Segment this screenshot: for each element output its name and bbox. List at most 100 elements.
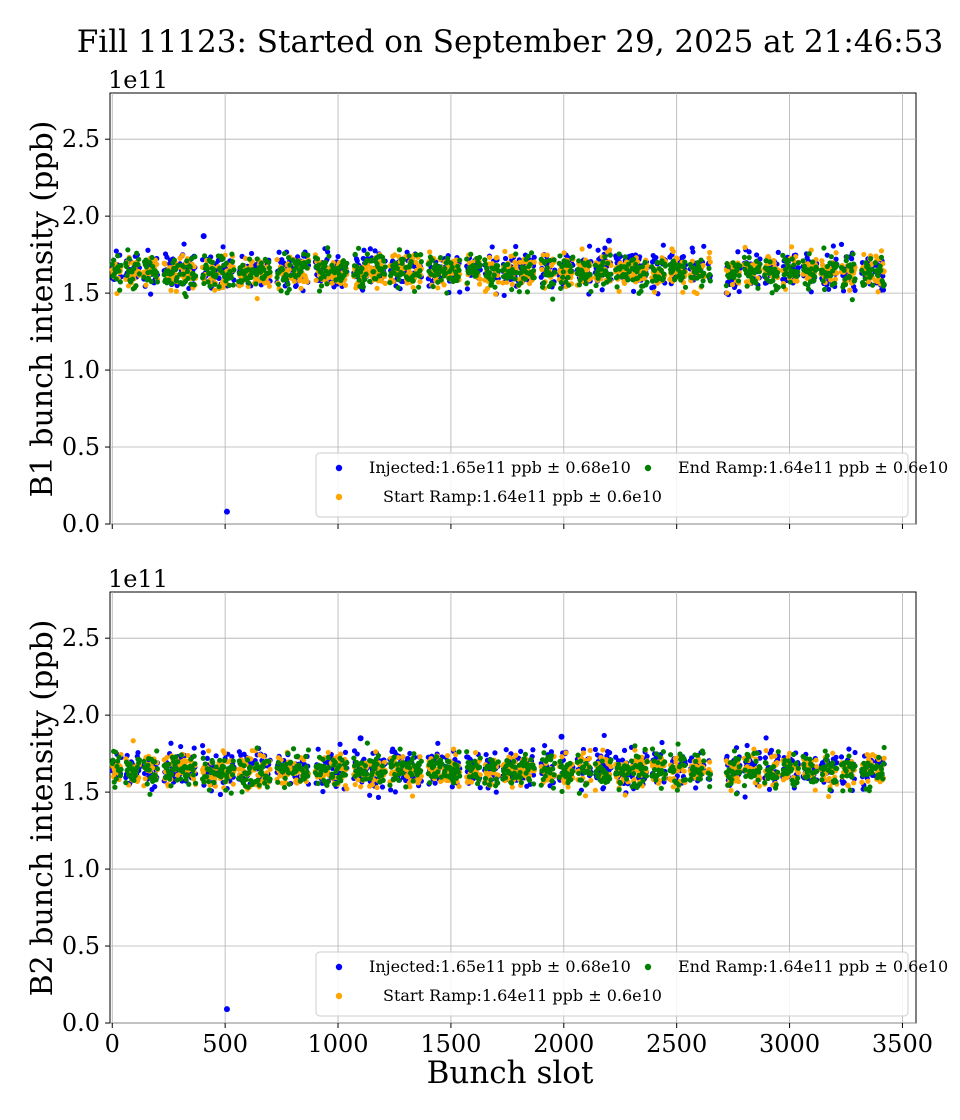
data-point bbox=[390, 763, 396, 769]
data-point bbox=[630, 256, 637, 262]
data-point bbox=[849, 268, 855, 274]
data-point bbox=[248, 274, 254, 281]
data-point bbox=[168, 783, 174, 789]
data-point bbox=[361, 247, 367, 253]
data-point bbox=[418, 758, 424, 764]
data-point bbox=[427, 780, 433, 786]
data-point bbox=[492, 284, 498, 290]
data-point bbox=[850, 251, 856, 257]
y-tick-label: 0.0 bbox=[62, 510, 100, 538]
data-point bbox=[808, 266, 814, 272]
data-point bbox=[146, 767, 152, 773]
data-point bbox=[355, 245, 362, 251]
data-point bbox=[477, 755, 483, 761]
data-point bbox=[118, 766, 124, 773]
data-point bbox=[880, 287, 887, 293]
data-point bbox=[769, 290, 775, 296]
data-point bbox=[795, 770, 801, 776]
data-point bbox=[456, 783, 462, 790]
data-point bbox=[550, 296, 556, 302]
data-point bbox=[388, 787, 394, 793]
data-point bbox=[183, 776, 189, 782]
data-point bbox=[580, 750, 587, 756]
data-point bbox=[175, 759, 181, 765]
data-point bbox=[689, 245, 695, 251]
data-point bbox=[851, 780, 857, 786]
legend-entry: Start Ramp:1.64e11 ppb ± 0.6e10 bbox=[383, 487, 662, 506]
data-point bbox=[220, 284, 226, 290]
data-point bbox=[841, 267, 847, 273]
data-point bbox=[364, 251, 370, 257]
data-point bbox=[410, 278, 416, 284]
data-point bbox=[283, 271, 289, 278]
data-point bbox=[772, 753, 778, 759]
data-point bbox=[287, 262, 293, 268]
data-point bbox=[358, 784, 364, 790]
data-point bbox=[283, 277, 290, 283]
data-point bbox=[332, 759, 338, 766]
data-point bbox=[127, 761, 134, 767]
data-point bbox=[113, 776, 119, 782]
data-point-outlier bbox=[223, 1006, 230, 1013]
data-point bbox=[145, 762, 151, 768]
data-point bbox=[387, 280, 393, 286]
data-point bbox=[290, 746, 297, 752]
data-point bbox=[561, 250, 567, 256]
data-point bbox=[518, 748, 524, 754]
data-point bbox=[190, 776, 197, 782]
data-point bbox=[659, 739, 665, 746]
data-point bbox=[457, 289, 463, 295]
data-point bbox=[819, 262, 826, 268]
data-point bbox=[456, 749, 462, 755]
data-point bbox=[504, 261, 511, 268]
legend-box bbox=[315, 452, 909, 518]
data-point bbox=[145, 247, 151, 253]
data-point bbox=[701, 243, 707, 249]
data-point bbox=[565, 784, 571, 790]
data-point bbox=[315, 746, 321, 752]
data-point bbox=[870, 282, 876, 288]
data-point bbox=[267, 766, 273, 772]
legend-marker bbox=[335, 493, 343, 501]
data-point bbox=[834, 263, 840, 269]
data-point bbox=[325, 779, 331, 785]
data-point bbox=[382, 264, 388, 270]
data-point bbox=[832, 280, 838, 286]
data-point bbox=[735, 278, 742, 284]
data-point bbox=[493, 789, 499, 795]
panel-b1-grid bbox=[110, 93, 916, 525]
data-point bbox=[489, 244, 495, 250]
data-point bbox=[416, 273, 422, 279]
data-point bbox=[813, 757, 819, 763]
data-point bbox=[742, 244, 748, 250]
data-point bbox=[153, 777, 159, 783]
data-point bbox=[736, 288, 742, 295]
data-point bbox=[131, 266, 137, 272]
data-point bbox=[495, 759, 501, 765]
data-point bbox=[303, 764, 310, 770]
data-point bbox=[531, 259, 537, 265]
data-point bbox=[391, 754, 397, 760]
data-point bbox=[245, 267, 251, 273]
data-point bbox=[832, 276, 839, 282]
legend-marker bbox=[335, 464, 343, 472]
data-point bbox=[212, 287, 218, 293]
data-point bbox=[211, 779, 217, 786]
data-point bbox=[775, 269, 781, 276]
data-point bbox=[380, 777, 386, 783]
data-point bbox=[407, 750, 413, 757]
data-point bbox=[865, 778, 871, 784]
data-point bbox=[353, 263, 360, 269]
data-point bbox=[468, 251, 474, 257]
data-point bbox=[442, 270, 449, 277]
data-point bbox=[133, 283, 139, 289]
data-point bbox=[849, 256, 855, 262]
data-point bbox=[381, 258, 387, 264]
data-point-outlier bbox=[357, 735, 364, 742]
data-point bbox=[557, 253, 563, 259]
series-2 bbox=[109, 740, 887, 797]
data-point bbox=[200, 755, 206, 761]
data-point bbox=[266, 259, 272, 265]
data-point bbox=[395, 754, 401, 761]
